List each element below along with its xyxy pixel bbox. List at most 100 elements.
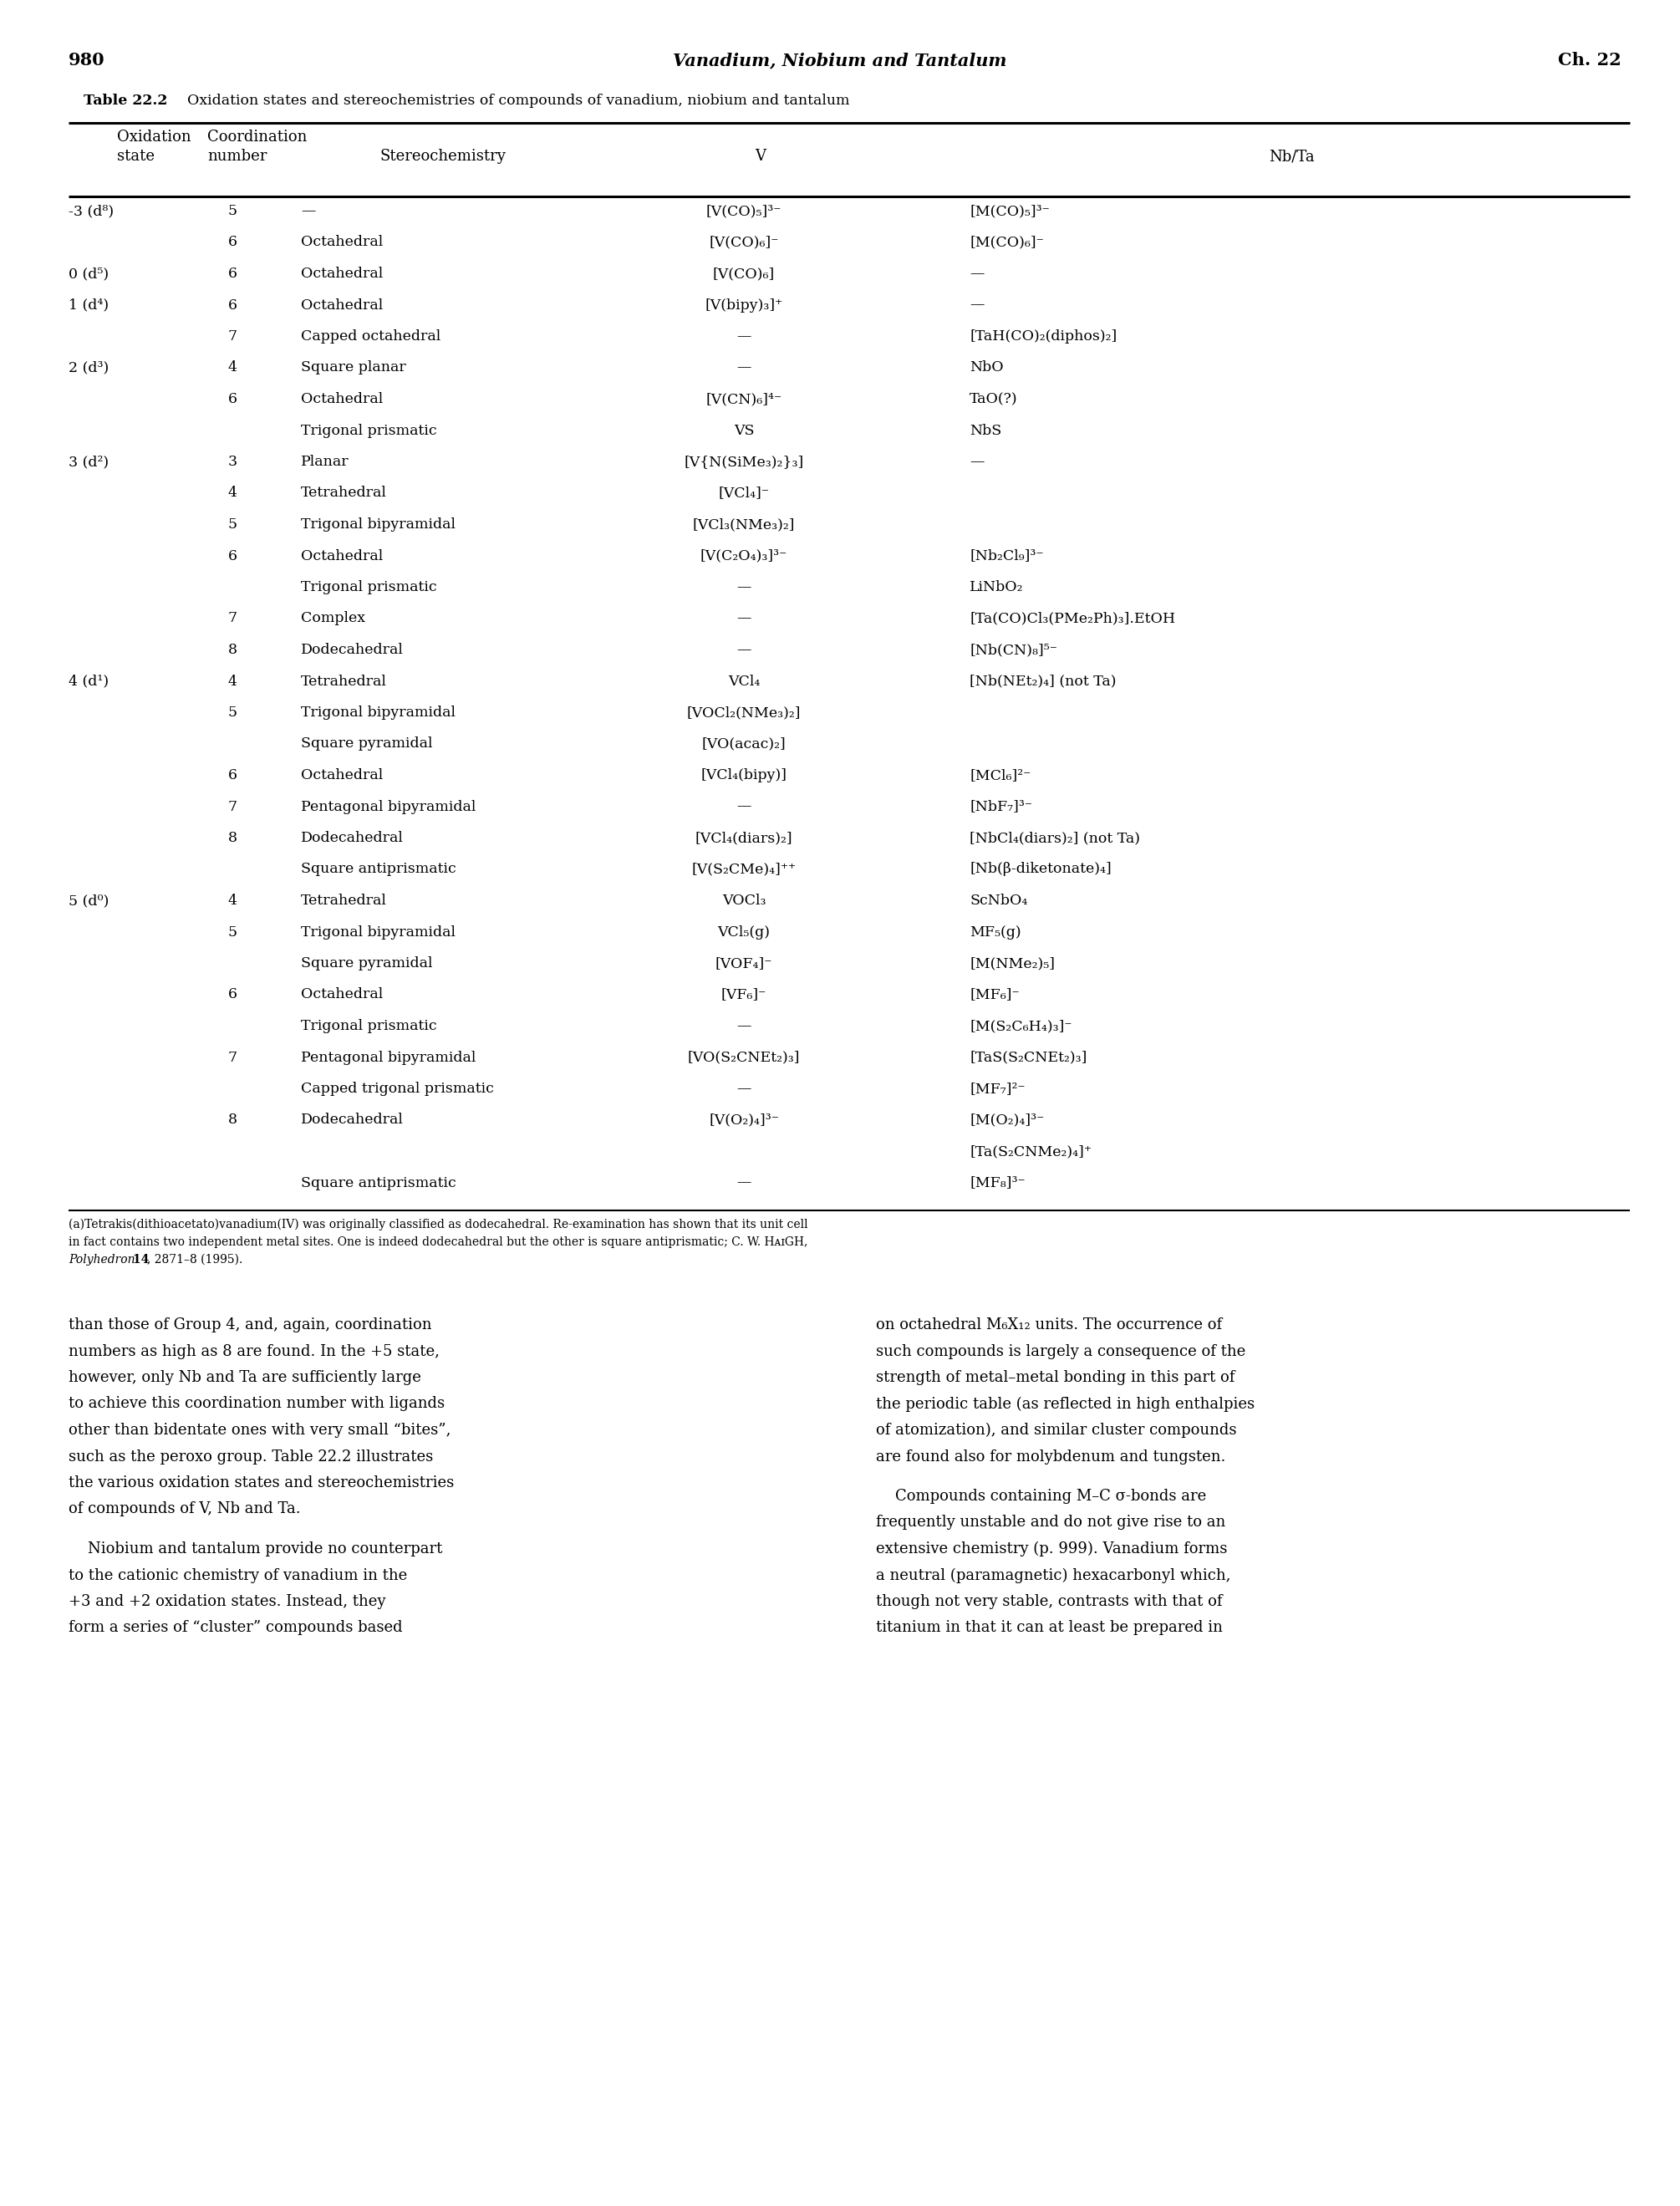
Text: number: number (207, 148, 267, 163)
Text: [TaS(S₂CNEt₂)₃]: [TaS(S₂CNEt₂)₃] (969, 1050, 1087, 1065)
Text: Octahedral: Octahedral (301, 236, 383, 249)
Text: Tetrahedral: Tetrahedral (301, 485, 386, 501)
Text: Octahedral: Octahedral (301, 393, 383, 406)
Text: [V(O₂)₄]³⁻: [V(O₂)₄]³⁻ (709, 1114, 780, 1127)
Text: 4: 4 (228, 893, 237, 909)
Text: such compounds is largely a consequence of the: such compounds is largely a consequence … (875, 1343, 1245, 1359)
Text: —: — (736, 329, 751, 344)
Text: though not very stable, contrasts with that of: though not very stable, contrasts with t… (875, 1595, 1223, 1608)
Text: 6: 6 (228, 393, 237, 406)
Text: 14: 14 (129, 1253, 150, 1266)
Text: [NbF₇]³⁻: [NbF₇]³⁻ (969, 799, 1032, 814)
Text: [V(CO)₆]⁻: [V(CO)₆]⁻ (709, 236, 780, 249)
Text: Square pyramidal: Square pyramidal (301, 737, 432, 750)
Text: —: — (736, 1081, 751, 1096)
Text: 1 (d⁴): 1 (d⁴) (69, 298, 109, 313)
Text: Compounds containing M–C σ-bonds are: Compounds containing M–C σ-bonds are (875, 1489, 1206, 1504)
Text: [Nb(NEt₂)₄] (not Ta): [Nb(NEt₂)₄] (not Ta) (969, 675, 1116, 688)
Text: Square antiprismatic: Square antiprismatic (301, 863, 457, 876)
Text: , 2871–8 (1995).: , 2871–8 (1995). (148, 1253, 242, 1266)
Text: extensive chemistry (p. 999). Vanadium forms: extensive chemistry (p. 999). Vanadium f… (875, 1542, 1228, 1557)
Text: [VCl₄]⁻: [VCl₄]⁻ (719, 485, 769, 501)
Text: Octahedral: Octahedral (301, 988, 383, 1002)
Text: Pentagonal bipyramidal: Pentagonal bipyramidal (301, 799, 475, 814)
Text: LiNbO₂: LiNbO₂ (969, 580, 1023, 593)
Text: in fact contains two independent metal sites. One is indeed dodecahedral but the: in fact contains two independent metal s… (69, 1235, 808, 1249)
Text: VCl₄: VCl₄ (727, 675, 759, 688)
Text: 8: 8 (228, 1114, 237, 1127)
Text: [TaH(CO)₂(diphos)₂]: [TaH(CO)₂(diphos)₂] (969, 329, 1117, 344)
Text: Table 22.2: Table 22.2 (84, 93, 168, 108)
Text: Stereochemistry: Stereochemistry (380, 148, 506, 163)
Text: [M(CO)₆]⁻: [M(CO)₆]⁻ (969, 236, 1043, 249)
Text: a neutral (paramagnetic) hexacarbonyl which,: a neutral (paramagnetic) hexacarbonyl wh… (875, 1568, 1231, 1584)
Text: [VCl₄(diars)₂]: [VCl₄(diars)₂] (696, 832, 793, 845)
Text: numbers as high as 8 are found. In the +5 state,: numbers as high as 8 are found. In the +… (69, 1343, 440, 1359)
Text: [V(S₂CMe)₄]⁺⁺: [V(S₂CMe)₄]⁺⁺ (692, 863, 796, 876)
Text: Trigonal bipyramidal: Trigonal bipyramidal (301, 518, 455, 532)
Text: 5: 5 (228, 518, 237, 532)
Text: frequently unstable and do not give rise to an: frequently unstable and do not give rise… (875, 1516, 1225, 1531)
Text: Octahedral: Octahedral (301, 549, 383, 563)
Text: —: — (736, 580, 751, 593)
Text: Trigonal prismatic: Trigonal prismatic (301, 1019, 437, 1032)
Text: Trigonal prismatic: Trigonal prismatic (301, 424, 437, 437)
Text: [V{N(SiMe₃)₂}₃]: [V{N(SiMe₃)₂}₃] (684, 454, 803, 470)
Text: strength of metal–metal bonding in this part of: strength of metal–metal bonding in this … (875, 1370, 1235, 1385)
Text: other than bidentate ones with very small “bites”,: other than bidentate ones with very smal… (69, 1423, 450, 1438)
Text: NbO: NbO (969, 362, 1003, 375)
Text: TaO(?): TaO(?) (969, 393, 1018, 406)
Text: 6: 6 (228, 236, 237, 249)
Text: Dodecahedral: Dodecahedral (301, 1114, 403, 1127)
Text: Vanadium, Niobium and Tantalum: Vanadium, Niobium and Tantalum (674, 51, 1006, 68)
Text: Capped octahedral: Capped octahedral (301, 329, 440, 344)
Text: titanium in that it can at least be prepared in: titanium in that it can at least be prep… (875, 1621, 1223, 1635)
Text: 5: 5 (228, 203, 237, 218)
Text: Trigonal bipyramidal: Trigonal bipyramidal (301, 706, 455, 719)
Text: however, only Nb and Ta are sufficiently large: however, only Nb and Ta are sufficiently… (69, 1370, 422, 1385)
Text: —: — (736, 362, 751, 375)
Text: [Nb(β-diketonate)₄]: [Nb(β-diketonate)₄] (969, 863, 1112, 876)
Text: 6: 6 (228, 768, 237, 783)
Text: [VOCl₂(NMe₃)₂]: [VOCl₂(NMe₃)₂] (687, 706, 801, 719)
Text: [Ta(S₂CNMe₂)₄]⁺: [Ta(S₂CNMe₂)₄]⁺ (969, 1145, 1092, 1158)
Text: 2 (d³): 2 (d³) (69, 362, 109, 375)
Text: Niobium and tantalum provide no counterpart: Niobium and tantalum provide no counterp… (69, 1542, 442, 1557)
Text: are found also for molybdenum and tungsten.: are found also for molybdenum and tungst… (875, 1449, 1226, 1465)
Text: V: V (756, 148, 766, 163)
Text: 4: 4 (228, 485, 237, 501)
Text: VS: VS (734, 424, 754, 437)
Text: 6: 6 (228, 298, 237, 313)
Text: 5: 5 (228, 924, 237, 940)
Text: Square pyramidal: Square pyramidal (301, 955, 432, 971)
Text: Complex: Complex (301, 611, 365, 627)
Text: —: — (736, 1019, 751, 1032)
Text: Octahedral: Octahedral (301, 267, 383, 280)
Text: —: — (969, 298, 984, 313)
Text: [V(C₂O₄)₃]³⁻: [V(C₂O₄)₃]³⁻ (701, 549, 788, 563)
Text: [V(CO)₆]: [V(CO)₆] (712, 267, 774, 280)
Text: 980: 980 (69, 51, 104, 68)
Text: 6: 6 (228, 549, 237, 563)
Text: 4 (d¹): 4 (d¹) (69, 675, 109, 688)
Text: 3 (d²): 3 (d²) (69, 454, 109, 470)
Text: [V(bipy)₃]⁺: [V(bipy)₃]⁺ (706, 298, 783, 313)
Text: (a)Tetrakis(dithioacetato)vanadium(IV) was originally classified as dodecahedral: (a)Tetrakis(dithioacetato)vanadium(IV) w… (69, 1218, 808, 1231)
Text: 5 (d⁰): 5 (d⁰) (69, 893, 109, 909)
Text: of compounds of V, Nb and Ta.: of compounds of V, Nb and Ta. (69, 1502, 301, 1518)
Text: [MF₆]⁻: [MF₆]⁻ (969, 988, 1020, 1002)
Text: 0 (d⁵): 0 (d⁵) (69, 267, 109, 280)
Text: +3 and +2 oxidation states. Instead, they: +3 and +2 oxidation states. Instead, the… (69, 1595, 386, 1608)
Text: [VO(S₂CNEt₂)₃]: [VO(S₂CNEt₂)₃] (687, 1050, 800, 1065)
Text: Coordination: Coordination (207, 130, 307, 146)
Text: —: — (969, 267, 984, 280)
Text: [MF₇]²⁻: [MF₇]²⁻ (969, 1081, 1025, 1096)
Text: Planar: Planar (301, 454, 349, 470)
Text: VOCl₃: VOCl₃ (722, 893, 766, 909)
Text: 5: 5 (228, 706, 237, 719)
Text: MF₅(g): MF₅(g) (969, 924, 1021, 940)
Text: to the cationic chemistry of vanadium in the: to the cationic chemistry of vanadium in… (69, 1568, 407, 1584)
Text: the various oxidation states and stereochemistries: the various oxidation states and stereoc… (69, 1476, 454, 1491)
Text: [NbCl₄(diars)₂] (not Ta): [NbCl₄(diars)₂] (not Ta) (969, 832, 1141, 845)
Text: [VCl₃(NMe₃)₂]: [VCl₃(NMe₃)₂] (692, 518, 795, 532)
